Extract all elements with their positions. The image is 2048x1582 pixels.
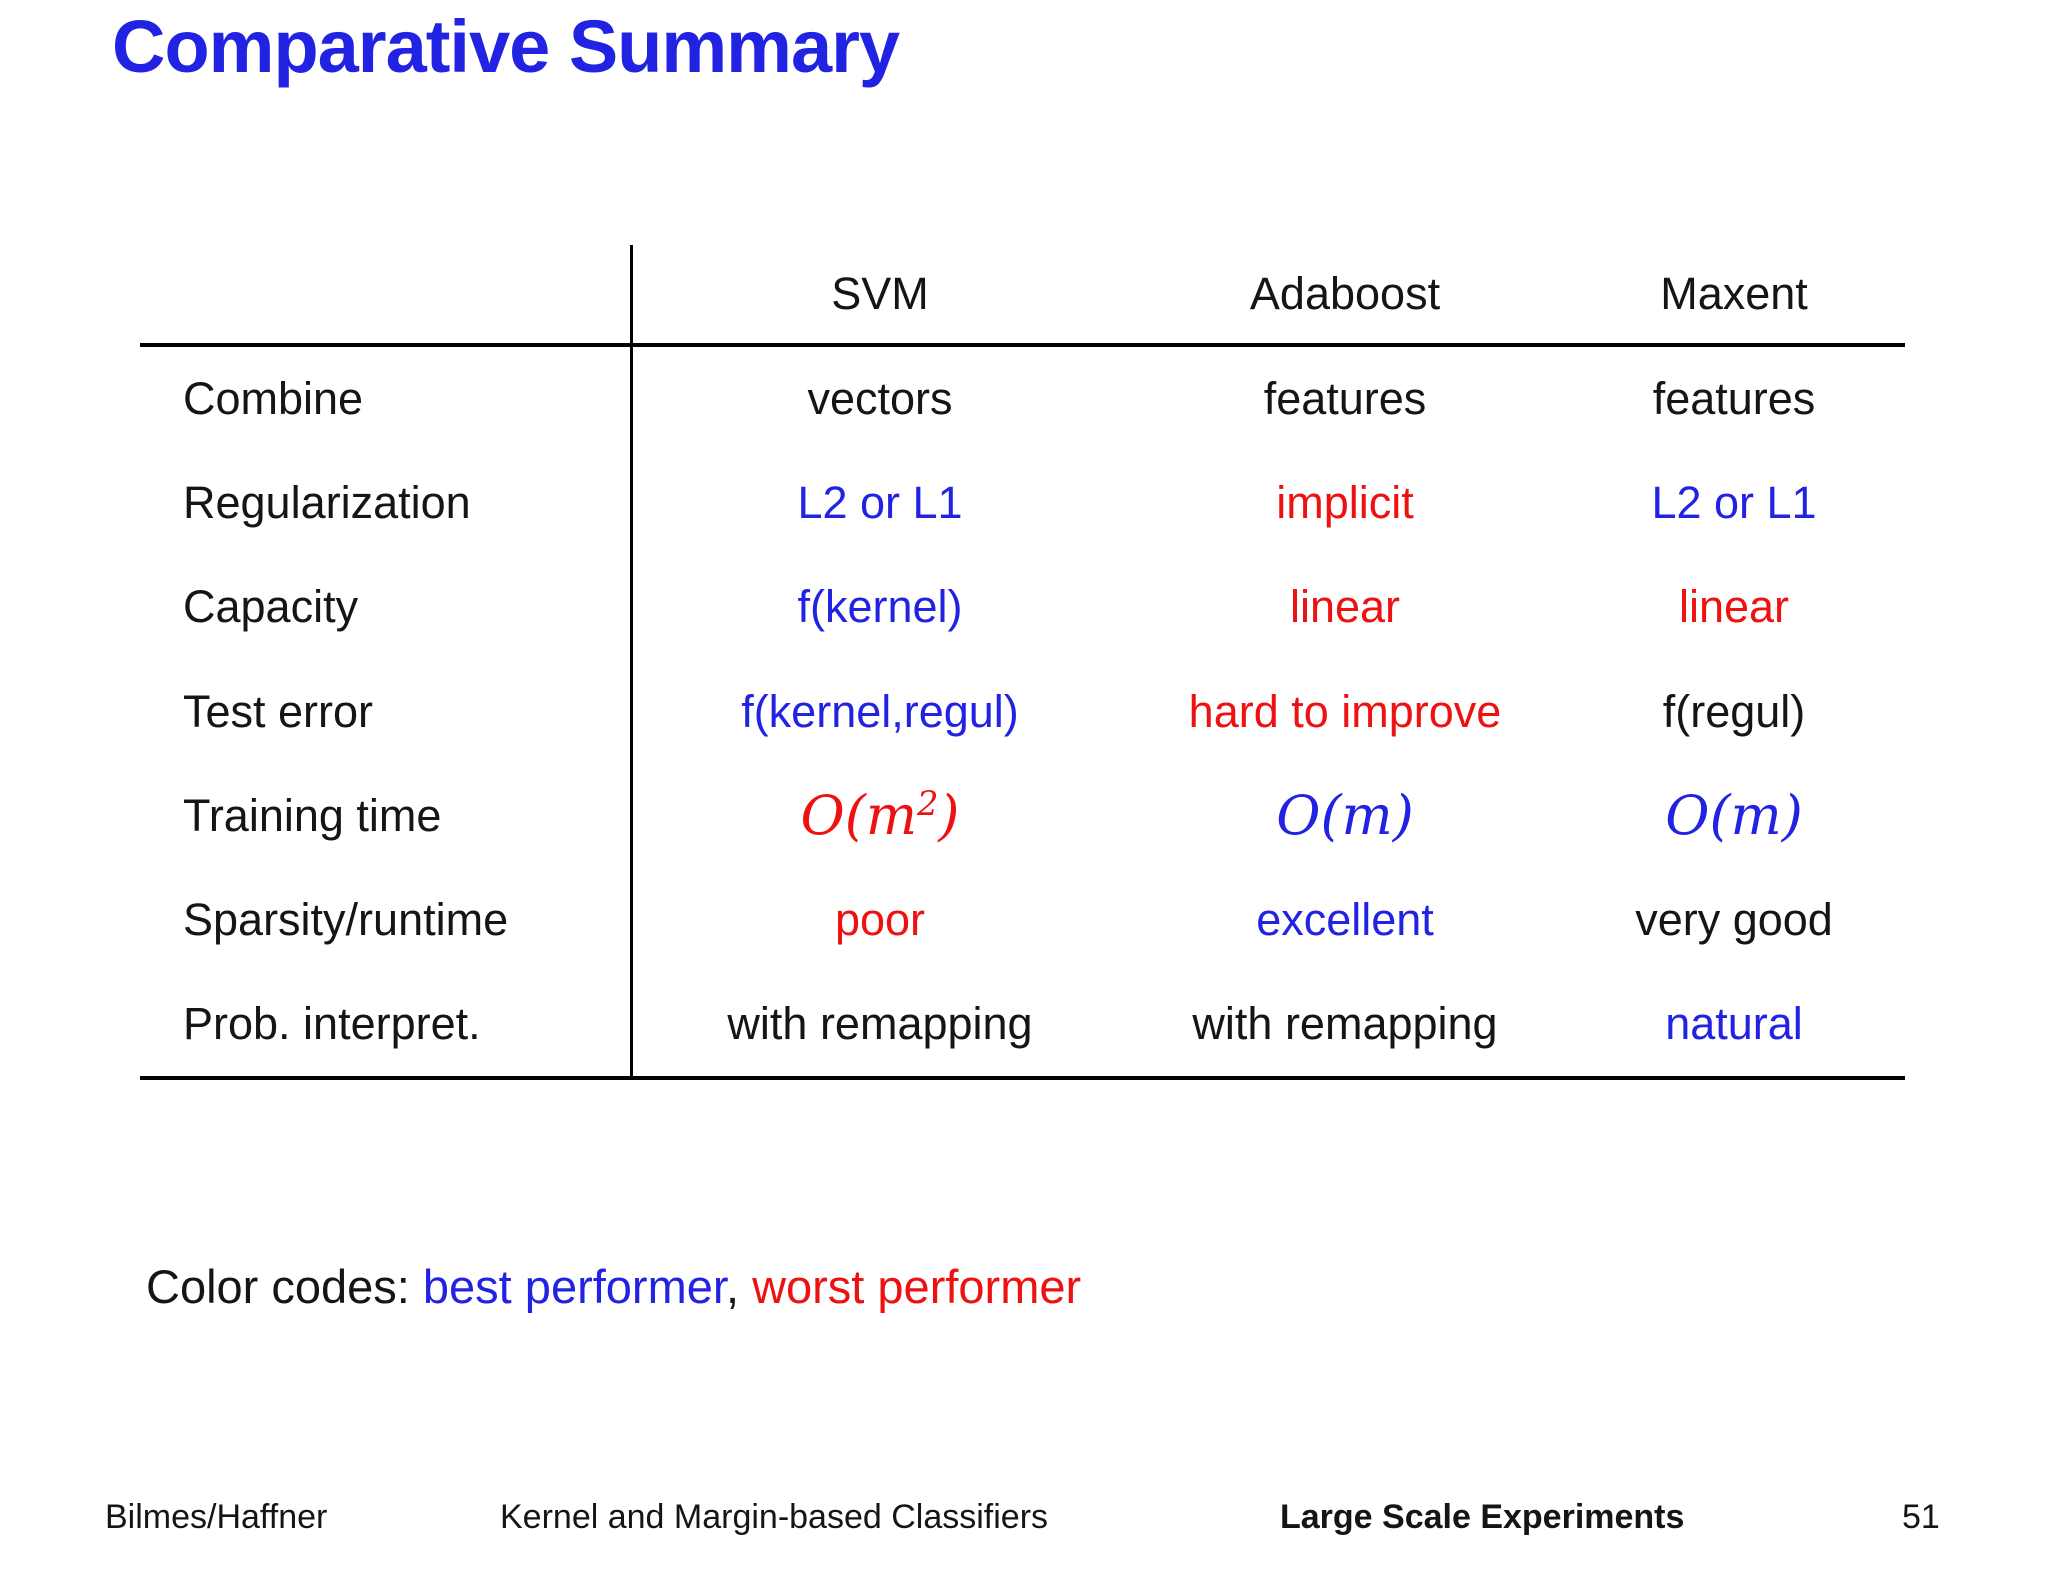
table-cell: features [1652, 373, 1816, 425]
table-cell: natural [1665, 997, 1803, 1049]
footer-deck-title: Kernel and Margin-based Classifiers [500, 1498, 1049, 1536]
table-header-row: SVM Adaboost Maxent [140, 245, 1905, 347]
row-label: Combine [140, 347, 633, 452]
table-row: Test error f(kernel,regul) hard to improve… [140, 659, 1905, 764]
table-cell: hard to improve [1188, 685, 1502, 737]
row-label: Capacity [140, 555, 633, 660]
color-codes-best: best performer [422, 1260, 726, 1313]
table-cell: with remapping [1192, 997, 1498, 1049]
table-row: Sparsity/runtime poor excellent very good [140, 867, 1905, 972]
table-cell: f(kernel,regul) [741, 685, 1019, 737]
table-cell: O(m) [1276, 783, 1414, 847]
table-cell: very good [1635, 893, 1833, 945]
comparison-table: SVM Adaboost Maxent Combine vectors featur… [140, 245, 1905, 1080]
footer-section: Large Scale Experiments [1280, 1498, 1685, 1536]
table-row: Prob. interpret. with remapping with remap… [140, 971, 1905, 1076]
column-header-adaboost: Adaboost [1249, 268, 1441, 320]
table-cell: linear [1289, 581, 1401, 633]
table-cell: f(kernel) [797, 581, 963, 633]
table-cell: features [1263, 373, 1427, 425]
row-label: Sparsity/runtime [140, 867, 633, 972]
table-cell: with remapping [727, 997, 1033, 1049]
table-body: Combine vectors features features Regulariza… [140, 347, 1905, 1076]
color-codes-worst: worst performer [752, 1260, 1082, 1313]
table-cell: L2 or L1 [797, 477, 963, 529]
table-cell: O(m) [1665, 783, 1803, 847]
row-label: Training time [140, 763, 633, 868]
table-cell: linear [1678, 581, 1790, 633]
table-cell: implicit [1276, 477, 1414, 529]
table-row: Regularization L2 or L1 implicit L2 or L1 [140, 451, 1905, 556]
table-row: Combine vectors features features [140, 347, 1905, 452]
slide-footer: Bilmes/Haffner Kernel and Margin-based C… [0, 1498, 2048, 1542]
table-cell: O(m2) [800, 783, 960, 847]
row-label: Prob. interpret. [140, 971, 633, 1076]
table-cell: L2 or L1 [1651, 477, 1817, 529]
row-label: Test error [140, 659, 633, 764]
color-codes-line: Color codes: best performer, worst perfo… [146, 1258, 1081, 1316]
slide-title: Comparative Summary [112, 5, 900, 88]
table-cell: poor [834, 893, 926, 945]
table-cell: vectors [807, 373, 953, 425]
color-codes-separator: , [725, 1260, 753, 1313]
table-cell: excellent [1256, 893, 1434, 945]
table-row: Training time O(m2) O(m) O(m) [140, 763, 1905, 868]
column-header-svm: SVM [831, 268, 929, 320]
table-header-empty-cell [140, 245, 633, 343]
color-codes-label: Color codes: [146, 1260, 423, 1313]
column-header-maxent: Maxent [1660, 268, 1808, 320]
row-label: Regularization [140, 451, 633, 556]
table-row: Capacity f(kernel) linear linear [140, 555, 1905, 660]
footer-page-number: 51 [1902, 1498, 1940, 1536]
table-cell: f(regul) [1662, 685, 1806, 737]
footer-authors: Bilmes/Haffner [105, 1498, 328, 1536]
